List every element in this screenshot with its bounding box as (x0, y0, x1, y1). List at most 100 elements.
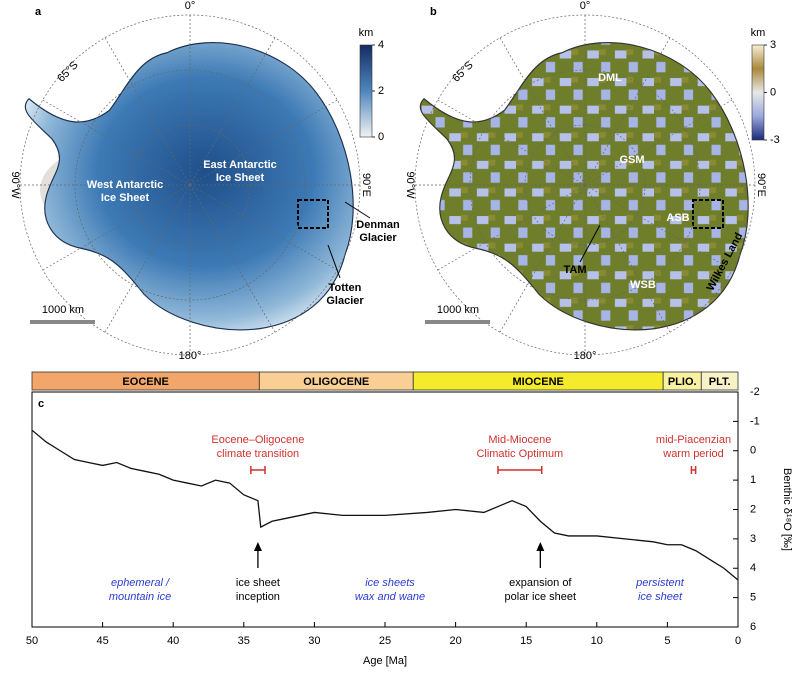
arrow-head (253, 542, 262, 551)
y-axis-label: Benthic δ¹⁸O [‰] (781, 468, 793, 551)
arrow-label: inception (236, 591, 280, 603)
graticule-label: 90°W (404, 171, 416, 199)
y-tick-label: 2 (750, 503, 756, 515)
graticule-meridian (437, 184, 586, 271)
panel-label: c (38, 398, 44, 410)
regime-label: ephemeral / (111, 577, 170, 589)
x-tick-label: 50 (26, 635, 38, 647)
scale-label: 1000 km (42, 304, 84, 316)
event-label: climate transition (217, 448, 300, 460)
regime-label: ice sheets (365, 577, 415, 589)
graticule-meridian (437, 99, 586, 186)
graticule-label: 0° (580, 0, 591, 12)
graticule-circle (74, 69, 306, 301)
regime-label: ice sheet (638, 591, 683, 603)
graticule-label: 65°S (55, 59, 80, 84)
region-label: West Antarctic (87, 179, 163, 191)
x-tick-label: 45 (96, 635, 108, 647)
graticule-label: 0° (185, 0, 196, 12)
x-tick-label: 35 (238, 635, 250, 647)
epoch-label: PLIO. (668, 376, 697, 388)
graticule-meridian (584, 99, 733, 186)
x-tick-label: 20 (449, 635, 461, 647)
region-label: Glacier (326, 295, 364, 307)
x-tick-label: 15 (520, 635, 532, 647)
graticule-meridian (584, 184, 733, 271)
epoch-label: EOCENE (122, 376, 168, 388)
series-line (31, 429, 739, 581)
region-label: TAM (563, 264, 586, 276)
study-box (297, 199, 329, 229)
y-tick-label: 4 (750, 562, 756, 574)
event-label: warm period (662, 448, 724, 460)
y-tick-label: 1 (750, 474, 756, 486)
regime-label: mountain ice (109, 591, 171, 603)
graticule-label: 65°S (450, 59, 475, 84)
regime-label: persistent (635, 577, 685, 589)
region-label: WSB (630, 279, 656, 291)
x-tick-label: 0 (735, 635, 741, 647)
graticule-meridian (584, 184, 671, 333)
y-tick-label: 6 (750, 621, 756, 633)
graticule-meridian (189, 184, 338, 271)
event-label: Climatic Optimum (476, 448, 563, 460)
region-label: Totten (329, 282, 362, 294)
region-label: Glacier (359, 232, 397, 244)
y-tick-label: -1 (750, 415, 760, 427)
colorbar (359, 44, 373, 138)
epoch-label: PLT. (709, 376, 731, 388)
y-tick-label: 5 (750, 592, 756, 604)
colorbar-tick-label: 2 (378, 85, 384, 97)
graticule-label: 180° (574, 350, 597, 362)
arrow-head (536, 542, 545, 551)
event-label: mid-Piacenzian (656, 434, 731, 446)
region-label: Denman (356, 219, 400, 231)
graticule-meridian (189, 37, 276, 186)
graticule-label: 90°E (755, 173, 767, 197)
graticule-meridian (104, 37, 191, 186)
colorbar-label: km (359, 27, 374, 39)
region-label: ASB (666, 212, 689, 224)
map-a (19, 14, 361, 356)
y-tick-label: -2 (750, 386, 760, 398)
epoch-label: MIOCENE (513, 376, 564, 388)
y-tick-label: 0 (750, 445, 756, 457)
graticule-meridian (584, 37, 671, 186)
event-label: Eocene–Oligocene (211, 434, 304, 446)
scale-label: 1000 km (437, 304, 479, 316)
epoch (700, 371, 739, 391)
panel-label: a (35, 6, 42, 18)
graticule-meridian (42, 99, 191, 186)
colorbar-tick-label: -3 (770, 134, 780, 146)
event-label: Mid-Miocene (488, 434, 551, 446)
graticule-meridian (499, 184, 586, 333)
map-b (414, 14, 756, 356)
regime-label: wax and wane (355, 591, 425, 603)
region-label: Ice Sheet (216, 172, 265, 184)
pointer (579, 224, 601, 263)
arrow-label: expansion of (509, 577, 572, 589)
x-tick-label: 10 (591, 635, 603, 647)
graticule-meridian (189, 184, 276, 333)
graticule-label: 90°W (9, 171, 21, 199)
x-tick-label: 5 (664, 635, 670, 647)
colorbar-tick-label: 3 (770, 39, 776, 51)
x-tick-label: 30 (308, 635, 320, 647)
arrow-label: polar ice sheet (505, 591, 577, 603)
region-label: GSM (619, 154, 644, 166)
panel-label: b (430, 6, 437, 18)
colorbar-tick-label: 0 (770, 86, 776, 98)
graticule-circle (469, 69, 701, 301)
study-box (692, 199, 724, 229)
y-tick-label: 3 (750, 533, 756, 545)
x-tick-label: 40 (167, 635, 179, 647)
region-label: DML (598, 72, 622, 84)
region-label: Ice Sheet (101, 192, 150, 204)
x-axis-label: Age [Ma] (363, 655, 407, 667)
pointer (327, 244, 341, 279)
graticule-meridian (499, 37, 586, 186)
pointer (344, 201, 371, 219)
graticule-meridian (104, 184, 191, 333)
arrow-label: ice sheet (236, 577, 280, 589)
colorbar-tick-label: 4 (378, 39, 384, 51)
